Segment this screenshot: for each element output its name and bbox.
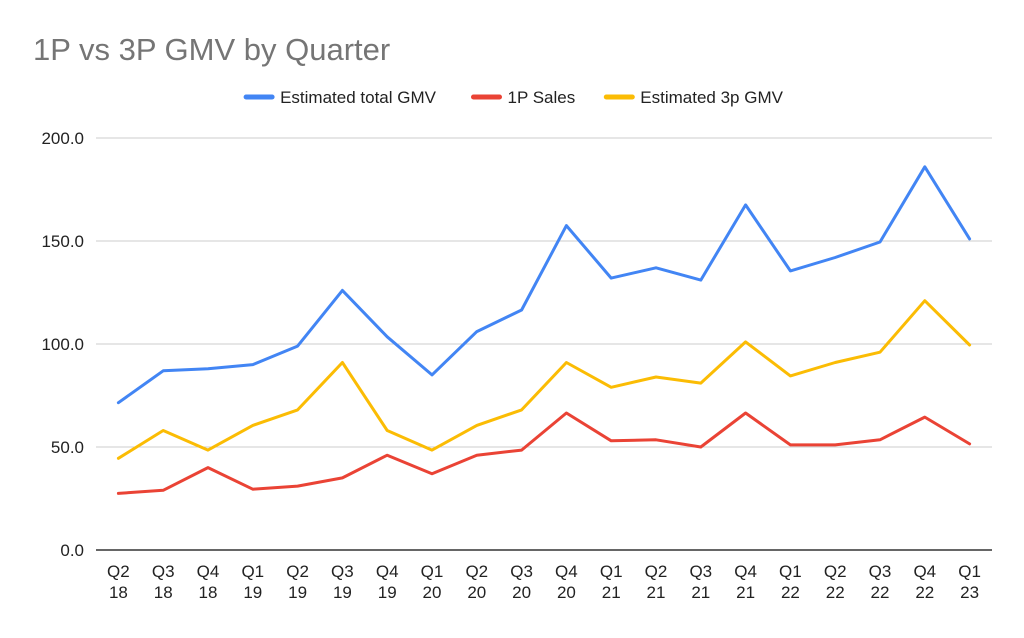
x-tick-label-quarter: Q3 xyxy=(869,562,892,581)
x-tick-label-quarter: Q4 xyxy=(734,562,757,581)
x-tick-label-quarter: Q4 xyxy=(555,562,578,581)
x-tick-label-quarter: Q3 xyxy=(510,562,533,581)
legend: Estimated total GMV 1P Sales Estimated 3p … xyxy=(243,88,784,107)
x-tick-label-quarter: Q3 xyxy=(689,562,712,581)
x-tick-label-year: 19 xyxy=(333,583,352,602)
legend-label: 1P Sales xyxy=(508,88,576,107)
x-tick-label-year: 21 xyxy=(691,583,710,602)
x-tick-label-quarter: Q2 xyxy=(465,562,488,581)
x-tick-label-year: 19 xyxy=(288,583,307,602)
series-lines xyxy=(116,165,972,495)
x-tick-label-year: 20 xyxy=(557,583,576,602)
x-tick-label-quarter: Q2 xyxy=(645,562,668,581)
x-tick-label-year: 18 xyxy=(109,583,128,602)
series-line-1 xyxy=(116,411,972,495)
x-tick-label-year: 22 xyxy=(871,583,890,602)
x-tick-label-year: 21 xyxy=(647,583,666,602)
x-axis: Q2 18 Q3 18 Q4 18 Q1 19 Q2 19 Q3 19 Q4 19 Q1 20 Q2 20 Q3 20… xyxy=(107,562,981,602)
x-tick-label-year: 21 xyxy=(736,583,755,602)
x-tick-label-year: 22 xyxy=(915,583,934,602)
y-tick-label: 100.0 xyxy=(41,335,84,354)
x-tick-label-quarter: Q1 xyxy=(600,562,623,581)
x-tick-label-year: 20 xyxy=(467,583,486,602)
x-tick-label-year: 19 xyxy=(378,583,397,602)
series-line-2 xyxy=(116,299,972,460)
x-tick-label-year: 20 xyxy=(423,583,442,602)
x-tick-label-quarter: Q3 xyxy=(152,562,175,581)
x-tick-label-quarter: Q4 xyxy=(913,562,936,581)
series-line-0 xyxy=(116,165,972,405)
gridlines xyxy=(96,137,992,551)
x-tick-label-quarter: Q1 xyxy=(241,562,264,581)
y-tick-label: 200.0 xyxy=(41,129,84,148)
y-axis: 0.0 50.0 100.0 150.0 200.0 xyxy=(41,129,84,560)
y-tick-label: 50.0 xyxy=(51,438,84,457)
x-tick-label-quarter: Q2 xyxy=(107,562,130,581)
x-tick-label-quarter: Q2 xyxy=(286,562,309,581)
x-tick-label-quarter: Q2 xyxy=(824,562,847,581)
x-tick-label-quarter: Q4 xyxy=(197,562,220,581)
x-tick-label-year: 23 xyxy=(960,583,979,602)
x-tick-label-year: 19 xyxy=(243,583,262,602)
x-tick-label-quarter: Q4 xyxy=(376,562,399,581)
legend-label: Estimated total GMV xyxy=(280,88,437,107)
x-tick-label-year: 22 xyxy=(781,583,800,602)
x-tick-label-year: 18 xyxy=(154,583,173,602)
x-tick-label-year: 22 xyxy=(826,583,845,602)
x-tick-label-quarter: Q3 xyxy=(331,562,354,581)
chart-title: 1P vs 3P GMV by Quarter xyxy=(33,32,390,67)
x-tick-label-year: 20 xyxy=(512,583,531,602)
y-tick-label: 0.0 xyxy=(60,541,84,560)
x-tick-label-quarter: Q1 xyxy=(421,562,444,581)
x-tick-label-year: 21 xyxy=(602,583,621,602)
x-tick-label-year: 18 xyxy=(199,583,218,602)
y-tick-label: 150.0 xyxy=(41,232,84,251)
x-tick-label-quarter: Q1 xyxy=(958,562,981,581)
x-tick-label-quarter: Q1 xyxy=(779,562,802,581)
legend-label: Estimated 3p GMV xyxy=(640,88,783,107)
